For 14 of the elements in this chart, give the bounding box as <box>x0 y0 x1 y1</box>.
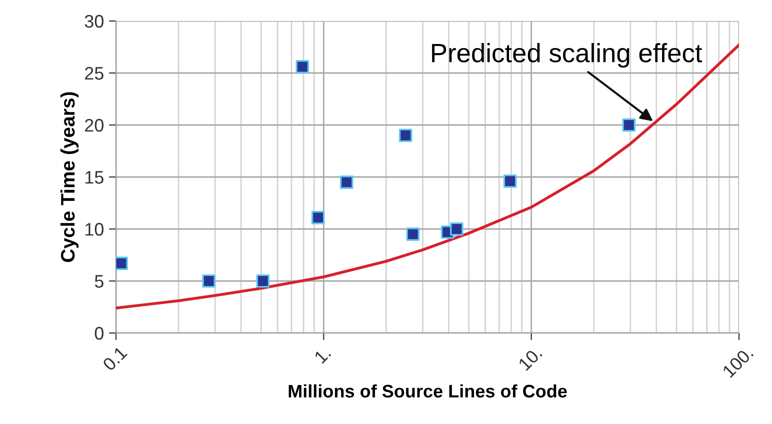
y-tick-label: 20 <box>85 118 104 132</box>
y-axis-title: Cycle Time (years) <box>60 92 79 262</box>
x-axis-title: Millions of Source Lines of Code <box>288 384 567 398</box>
x-tick-label: 1. <box>314 346 332 364</box>
x-tick-label: 10. <box>518 346 542 371</box>
x-tick-label: 100. <box>722 346 754 378</box>
y-tick-label: 15 <box>85 171 104 184</box>
x-tick-label: 0.1 <box>102 346 128 372</box>
y-tick-label: 30 <box>84 14 104 28</box>
y-tick-label: 10 <box>85 222 104 236</box>
y-tick-label: 0 <box>94 326 104 340</box>
y-tick-label: 25 <box>85 66 104 80</box>
annotation: Predicted scaling effect <box>432 43 702 68</box>
y-tick-label: 5 <box>94 275 104 288</box>
